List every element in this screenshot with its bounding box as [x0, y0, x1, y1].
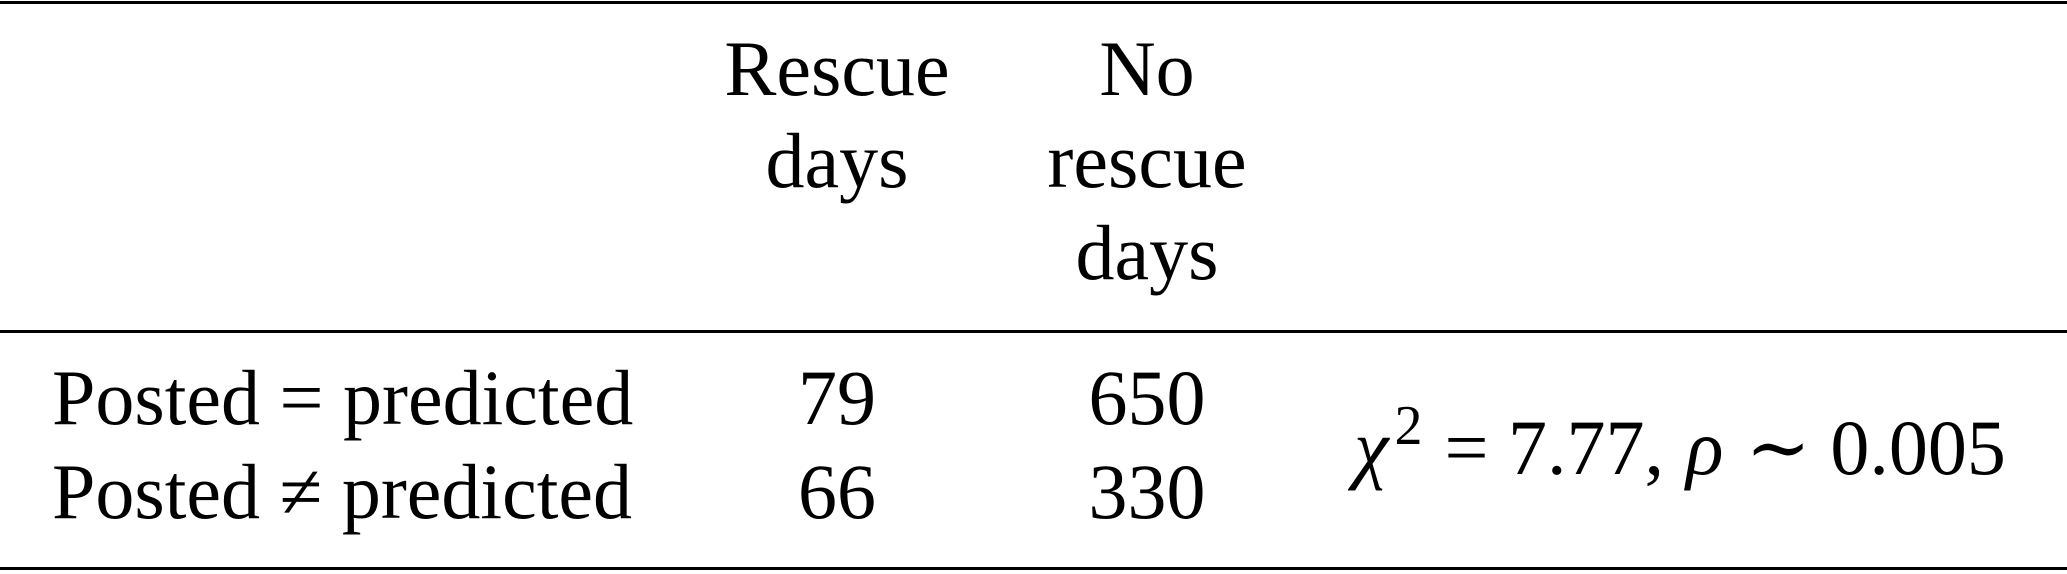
cell-value: 650: [1088, 354, 1206, 441]
cell-value: 330: [1088, 448, 1206, 535]
header-line: Rescue: [724, 25, 950, 112]
chi-symbol: χ: [1354, 404, 1389, 491]
statistic: χ 2 = 7.77, ρ ∼ 0.005: [1354, 398, 2006, 494]
mid-rule: [0, 330, 2067, 333]
exponent: 2: [1394, 395, 1423, 457]
header-line: days: [1075, 209, 1219, 296]
p-value: ∼ 0.005: [1745, 404, 2006, 491]
cell-value: 66: [798, 448, 876, 535]
column-header: Rescue days: [724, 23, 949, 207]
cell-value: 79: [798, 354, 876, 441]
p-symbol: ρ: [1686, 404, 1724, 491]
header-line: No: [1099, 25, 1195, 112]
row-label: Posted = predicted: [52, 354, 634, 441]
bottom-rule: [0, 567, 2067, 570]
header-line: days: [765, 117, 909, 204]
column-header: No rescue days: [1047, 23, 1246, 299]
row-label: Posted ≠ predicted: [52, 448, 633, 535]
top-rule: [0, 1, 2067, 4]
chi-value: = 7.77,: [1444, 404, 1665, 491]
header-line: rescue: [1047, 117, 1247, 204]
